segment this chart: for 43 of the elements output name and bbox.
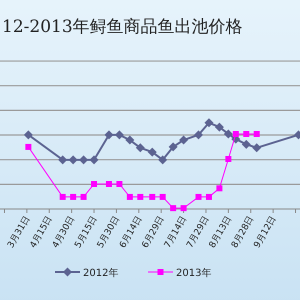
point <box>137 194 144 200</box>
point <box>80 194 87 200</box>
point <box>254 130 260 137</box>
point <box>194 130 204 140</box>
point <box>160 194 166 200</box>
point <box>136 143 145 152</box>
point <box>168 142 178 152</box>
chart-title: 12-2013年鲟鱼商品鱼出池价格 <box>2 17 243 37</box>
point <box>252 143 262 152</box>
point <box>179 136 188 145</box>
point <box>91 180 98 187</box>
point <box>214 122 224 132</box>
point <box>158 155 168 164</box>
point <box>25 144 32 150</box>
point <box>24 130 33 140</box>
legend-label: 2013年 <box>176 267 212 279</box>
point <box>125 136 134 145</box>
point <box>204 118 214 128</box>
point <box>224 129 233 138</box>
point <box>216 185 222 192</box>
point <box>148 148 157 157</box>
point <box>79 155 88 164</box>
point <box>90 155 99 164</box>
point <box>206 194 212 200</box>
point <box>242 140 251 149</box>
point <box>116 180 122 187</box>
point <box>232 130 239 137</box>
point <box>126 194 133 200</box>
point <box>68 155 78 164</box>
point <box>149 194 156 200</box>
point <box>104 130 114 140</box>
point <box>196 194 202 200</box>
point <box>180 205 187 212</box>
point <box>114 130 124 140</box>
legend-label: 2012年 <box>83 267 118 279</box>
x-tick-label: 9月12日 <box>252 214 279 250</box>
point <box>225 156 232 162</box>
point <box>60 194 66 200</box>
point <box>243 130 250 137</box>
point <box>170 205 176 212</box>
point <box>70 194 76 200</box>
point <box>58 155 68 164</box>
point <box>106 180 112 187</box>
